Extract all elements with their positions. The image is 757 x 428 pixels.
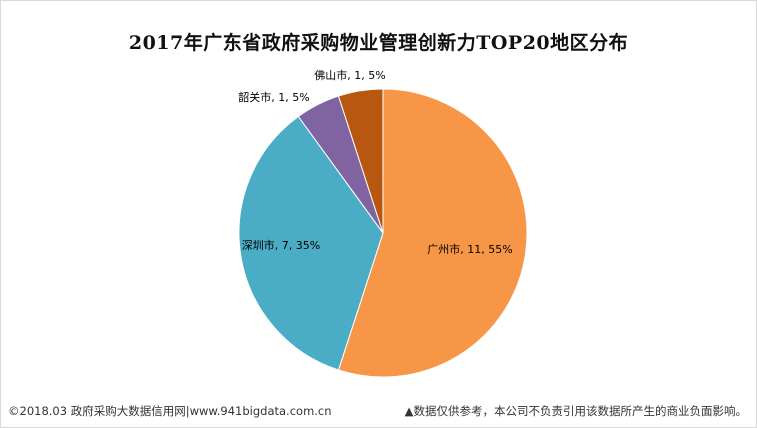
chart-title: 2017年广东省政府采购物业管理创新力TOP20地区分布 <box>128 32 629 54</box>
pie-label-2: 深圳市, 7, 35% <box>242 238 320 252</box>
pie-label-3: 韶关市, 1, 5% <box>238 90 309 104</box>
pie-slice-4 <box>337 88 384 234</box>
footer-disclaimer: ▲数据仅供参考，本公司不负责引用该数据所产生的商业负面影响。 <box>404 404 747 418</box>
pie-slice-1 <box>337 88 528 378</box>
pie-label-1: 广州市, 11, 55% <box>427 242 512 256</box>
pie-slice-2 <box>238 115 384 371</box>
pie-label-4: 佛山市, 1, 5% <box>314 68 385 82</box>
footer-source: ©2018.03 政府采购大数据信用网|www.941bigdata.com.c… <box>8 404 332 418</box>
